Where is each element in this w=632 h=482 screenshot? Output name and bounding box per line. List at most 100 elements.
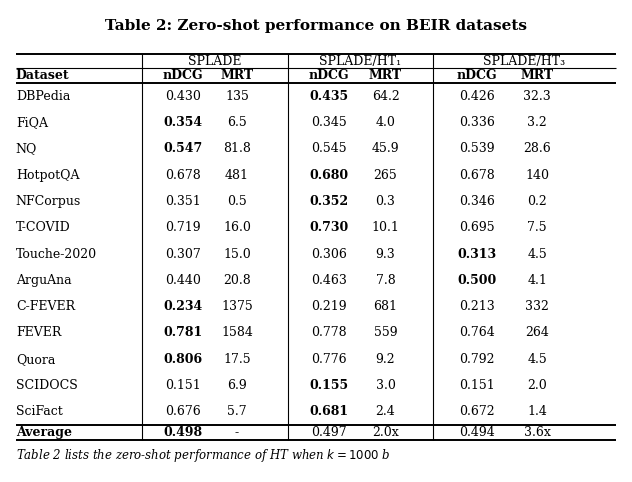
- Text: 0.806: 0.806: [164, 353, 203, 366]
- Text: 0.547: 0.547: [164, 142, 203, 155]
- Text: 0.545: 0.545: [311, 142, 346, 155]
- Text: 7.8: 7.8: [375, 274, 396, 287]
- Text: 0.678: 0.678: [459, 169, 495, 182]
- Text: MRT: MRT: [369, 69, 402, 82]
- Text: 15.0: 15.0: [223, 248, 251, 260]
- Text: 0.151: 0.151: [166, 379, 201, 392]
- Text: 0.5: 0.5: [227, 195, 247, 208]
- Text: 1584: 1584: [221, 326, 253, 339]
- Text: 0.778: 0.778: [311, 326, 346, 339]
- Text: 0.672: 0.672: [459, 405, 495, 418]
- Text: 0.792: 0.792: [459, 353, 495, 366]
- Text: SPLADE/HT₁: SPLADE/HT₁: [319, 55, 401, 67]
- Text: 481: 481: [225, 169, 249, 182]
- Text: 81.8: 81.8: [223, 142, 251, 155]
- Text: 264: 264: [525, 326, 549, 339]
- Text: nDCG: nDCG: [457, 69, 497, 82]
- Text: FEVER: FEVER: [16, 326, 61, 339]
- Text: 0.351: 0.351: [166, 195, 201, 208]
- Text: nDCG: nDCG: [308, 69, 349, 82]
- Text: 0.498: 0.498: [164, 426, 203, 439]
- Text: 6.5: 6.5: [227, 116, 247, 129]
- Text: 3.6x: 3.6x: [524, 426, 550, 439]
- Text: 0.345: 0.345: [311, 116, 346, 129]
- Text: 32.3: 32.3: [523, 90, 551, 103]
- Text: 0.539: 0.539: [459, 142, 495, 155]
- Text: 2.4: 2.4: [375, 405, 396, 418]
- Text: NFCorpus: NFCorpus: [16, 195, 81, 208]
- Text: 1375: 1375: [221, 300, 253, 313]
- Text: 0.336: 0.336: [459, 116, 495, 129]
- Text: 2.0x: 2.0x: [372, 426, 399, 439]
- Text: 64.2: 64.2: [372, 90, 399, 103]
- Text: 0.307: 0.307: [166, 248, 201, 260]
- Text: 0.681: 0.681: [309, 405, 348, 418]
- Text: 9.2: 9.2: [375, 353, 396, 366]
- Text: SPLADE: SPLADE: [188, 55, 241, 67]
- Text: Table 2: Zero-shot performance on BEIR datasets: Table 2: Zero-shot performance on BEIR d…: [105, 19, 527, 33]
- Text: 3.2: 3.2: [527, 116, 547, 129]
- Text: 7.5: 7.5: [527, 221, 547, 234]
- Text: 0.676: 0.676: [166, 405, 201, 418]
- Text: 0.2: 0.2: [527, 195, 547, 208]
- Text: 0.354: 0.354: [164, 116, 203, 129]
- Text: 0.213: 0.213: [459, 300, 495, 313]
- Text: 0.440: 0.440: [166, 274, 201, 287]
- Text: MRT: MRT: [521, 69, 554, 82]
- Text: 0.219: 0.219: [311, 300, 346, 313]
- Text: T-COVID: T-COVID: [16, 221, 71, 234]
- Text: 17.5: 17.5: [223, 353, 251, 366]
- Text: Touche-2020: Touche-2020: [16, 248, 97, 260]
- Text: 9.3: 9.3: [375, 248, 396, 260]
- Text: 16.0: 16.0: [223, 221, 251, 234]
- Text: -: -: [235, 426, 239, 439]
- Text: 0.426: 0.426: [459, 90, 495, 103]
- Text: SciFact: SciFact: [16, 405, 63, 418]
- Text: 4.1: 4.1: [527, 274, 547, 287]
- Text: 0.151: 0.151: [459, 379, 495, 392]
- Text: 681: 681: [374, 300, 398, 313]
- Text: C-FEVER: C-FEVER: [16, 300, 75, 313]
- Text: HotpotQA: HotpotQA: [16, 169, 79, 182]
- Text: SPLADE/HT₃: SPLADE/HT₃: [483, 55, 566, 67]
- Text: 5.7: 5.7: [227, 405, 247, 418]
- Text: 0.730: 0.730: [309, 221, 348, 234]
- Text: nDCG: nDCG: [163, 69, 204, 82]
- Text: 0.497: 0.497: [311, 426, 346, 439]
- Text: 332: 332: [525, 300, 549, 313]
- Text: 0.776: 0.776: [311, 353, 346, 366]
- Text: NQ: NQ: [16, 142, 37, 155]
- Text: 0.463: 0.463: [311, 274, 346, 287]
- Text: Average: Average: [16, 426, 72, 439]
- Text: 0.346: 0.346: [459, 195, 495, 208]
- Text: 0.764: 0.764: [459, 326, 495, 339]
- Text: 0.781: 0.781: [164, 326, 203, 339]
- Text: 0.435: 0.435: [309, 90, 348, 103]
- Text: 10.1: 10.1: [372, 221, 399, 234]
- Text: 4.0: 4.0: [375, 116, 396, 129]
- Text: 0.494: 0.494: [459, 426, 495, 439]
- Text: 3.0: 3.0: [375, 379, 396, 392]
- Text: 0.313: 0.313: [458, 248, 497, 260]
- Text: 0.234: 0.234: [164, 300, 203, 313]
- Text: MRT: MRT: [221, 69, 253, 82]
- Text: 135: 135: [225, 90, 249, 103]
- Text: Table 2 lists the zero-shot performance of HT when $k = 1000$ b: Table 2 lists the zero-shot performance …: [16, 447, 391, 464]
- Text: 0.3: 0.3: [375, 195, 396, 208]
- Text: 0.306: 0.306: [311, 248, 346, 260]
- Text: 2.0: 2.0: [527, 379, 547, 392]
- Text: Dataset: Dataset: [16, 69, 70, 82]
- Text: 45.9: 45.9: [372, 142, 399, 155]
- Text: 6.9: 6.9: [227, 379, 247, 392]
- Text: 4.5: 4.5: [527, 248, 547, 260]
- Text: DBPedia: DBPedia: [16, 90, 70, 103]
- Text: 559: 559: [374, 326, 398, 339]
- Text: 0.719: 0.719: [166, 221, 201, 234]
- Text: ArguAna: ArguAna: [16, 274, 71, 287]
- Text: 28.6: 28.6: [523, 142, 551, 155]
- Text: 0.430: 0.430: [166, 90, 201, 103]
- Text: 0.695: 0.695: [459, 221, 495, 234]
- Text: 265: 265: [374, 169, 398, 182]
- Text: SCIDOCS: SCIDOCS: [16, 379, 78, 392]
- Text: 0.500: 0.500: [458, 274, 497, 287]
